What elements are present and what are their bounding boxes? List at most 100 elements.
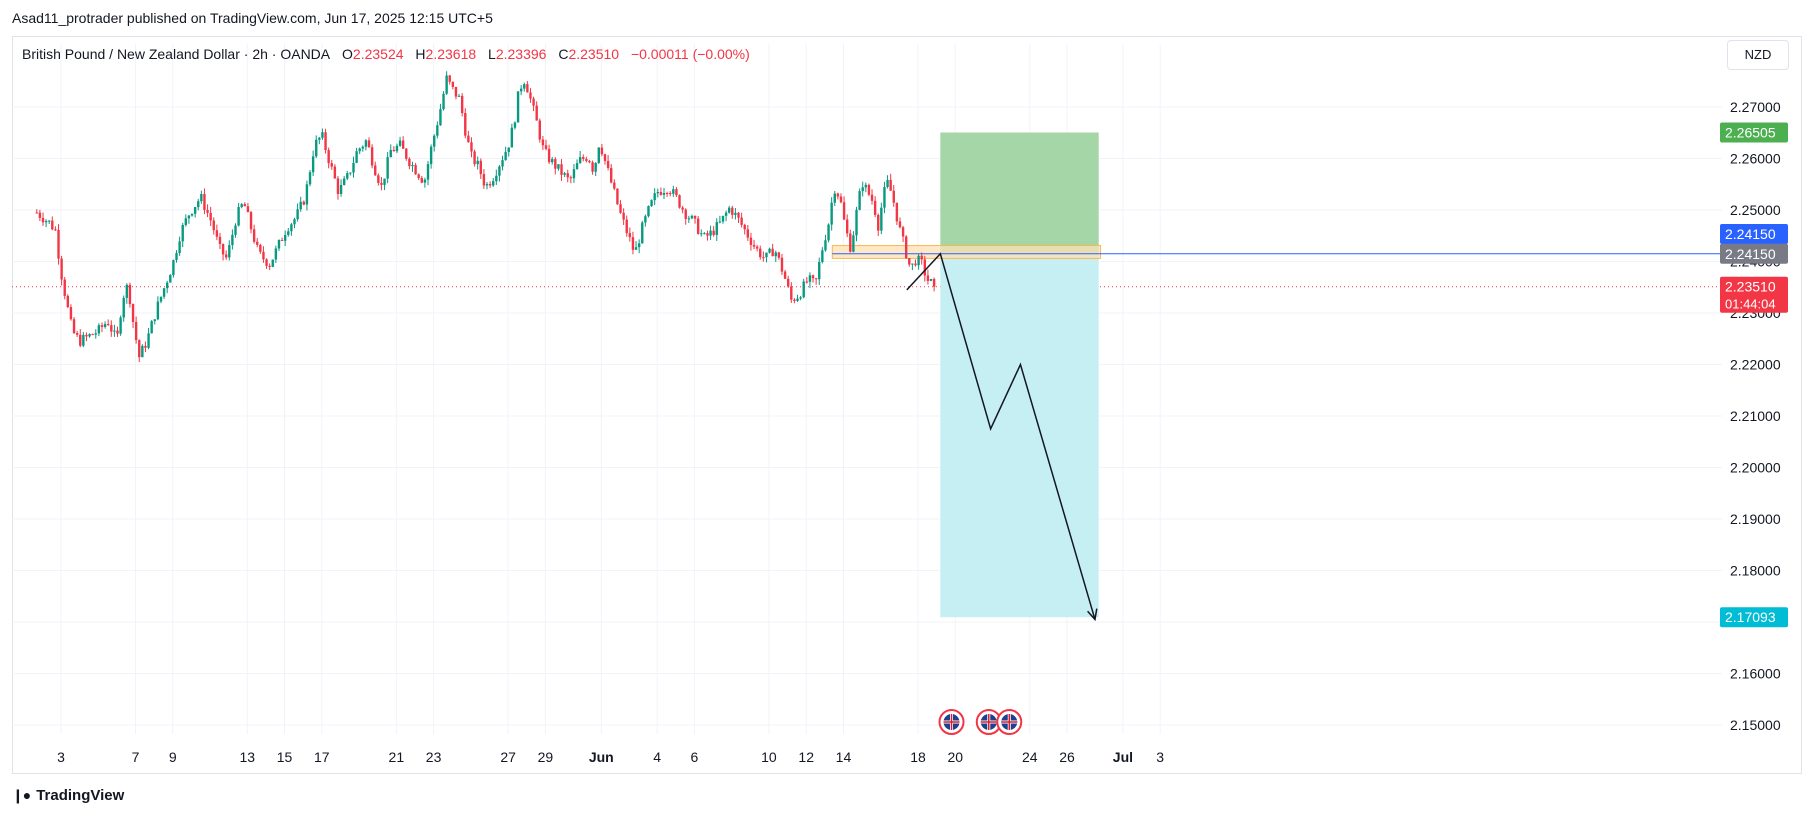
candle-body <box>370 147 374 166</box>
candle-body <box>165 282 169 289</box>
candle-body <box>327 150 330 164</box>
entry-price-badge-blue-text: 2.24150 <box>1725 226 1776 242</box>
drawings[interactable] <box>832 252 1722 735</box>
candle-body <box>805 281 809 283</box>
candle-body <box>690 215 694 219</box>
x-tick-label: 13 <box>240 749 256 765</box>
candle-body <box>873 200 877 215</box>
candle-body <box>892 190 895 203</box>
candle-body <box>212 220 215 231</box>
projection-path <box>906 252 1096 620</box>
candle-body <box>451 81 455 87</box>
candle-body <box>97 325 101 334</box>
candle-body <box>358 148 361 152</box>
candle-body <box>420 177 424 183</box>
last-price-badge-text: 2.23510 <box>1725 279 1776 295</box>
candle-body <box>122 297 125 318</box>
candle-body <box>606 160 610 168</box>
candle-body <box>836 193 840 197</box>
x-tick-label: 9 <box>169 749 177 765</box>
candle-body <box>305 184 309 205</box>
candle-body <box>116 330 119 334</box>
candle-body <box>904 236 908 259</box>
candle-body <box>411 164 414 167</box>
candle-body <box>169 275 172 283</box>
candle-body <box>246 206 250 213</box>
candle-body <box>492 181 495 186</box>
currency-button[interactable]: NZD <box>1727 40 1789 70</box>
candle-body <box>252 229 256 242</box>
candle-body <box>895 202 899 222</box>
y-tick-label: 2.25000 <box>1730 202 1781 218</box>
candle-body <box>678 195 681 208</box>
candle-body <box>917 255 920 266</box>
candle-body <box>91 334 94 336</box>
candle-body <box>759 248 762 258</box>
candle-body <box>547 148 551 163</box>
last-price-badge-countdown: 01:44:04 <box>1725 297 1776 312</box>
candle-body <box>811 275 815 279</box>
candle-body <box>746 229 750 238</box>
candle-body <box>880 207 883 231</box>
candle-body <box>181 224 184 242</box>
candle-body <box>762 257 765 259</box>
candle-body <box>914 263 917 266</box>
low-label: L <box>488 46 496 62</box>
candle-body <box>498 166 501 176</box>
candle-body <box>128 284 132 304</box>
candle-body <box>60 258 63 280</box>
candle-body <box>656 192 659 194</box>
candle-body <box>113 330 116 332</box>
candle-body <box>749 237 753 245</box>
position-zones[interactable] <box>831 132 1102 618</box>
candle-body <box>796 298 799 301</box>
candle-body <box>330 163 333 167</box>
candle-body <box>842 202 846 220</box>
candle-body <box>765 252 768 258</box>
price-badges: 2.26505 2.24150 2.24150 2.23510 01:44:04 2.17… <box>1720 122 1788 628</box>
candle-body <box>361 146 365 149</box>
candle-body <box>398 140 402 146</box>
candle-body <box>653 193 656 201</box>
tradingview-logo[interactable]: ❙● TradingView <box>12 787 124 804</box>
x-tick-label: 23 <box>426 749 442 765</box>
candle-body <box>200 193 203 202</box>
candle-body <box>464 113 467 136</box>
candle-body <box>125 284 129 298</box>
candle-body <box>777 252 781 258</box>
y-tick-label: 2.20000 <box>1730 460 1781 476</box>
candle-body <box>405 148 408 159</box>
x-tick-label: 18 <box>910 749 926 765</box>
uk-event-icon[interactable] <box>996 709 1023 735</box>
x-tick-label: 12 <box>798 749 814 765</box>
candle-body <box>383 178 386 185</box>
candle-body <box>858 191 861 210</box>
candle-body <box>54 229 57 231</box>
candle-body <box>290 224 293 232</box>
symbol-title[interactable]: British Pound / New Zealand Dollar · 2h … <box>22 46 331 62</box>
candle-body <box>417 174 420 178</box>
candle-body <box>849 233 852 252</box>
candle-body <box>516 91 520 123</box>
open-label: O <box>342 46 353 62</box>
candle-body <box>501 160 504 167</box>
chart-frame[interactable] <box>12 36 1802 774</box>
candle-body <box>460 95 464 114</box>
candle-body <box>538 120 541 140</box>
tradingview-logo-text: TradingView <box>36 787 125 804</box>
candle-body <box>72 319 76 334</box>
uk-event-icon[interactable] <box>938 709 965 735</box>
candle-body <box>727 207 731 213</box>
candle-body <box>541 139 545 146</box>
candle-body <box>551 159 554 163</box>
candle-body <box>597 147 600 163</box>
take-profit-zone <box>940 253 1099 618</box>
candle-body <box>932 278 936 287</box>
candle-body <box>700 233 703 235</box>
grid-layer <box>12 44 1722 734</box>
candle-body <box>240 204 243 208</box>
candle-body <box>75 333 79 335</box>
stop-loss-price-badge <box>1720 122 1788 143</box>
candle-body <box>575 163 579 170</box>
